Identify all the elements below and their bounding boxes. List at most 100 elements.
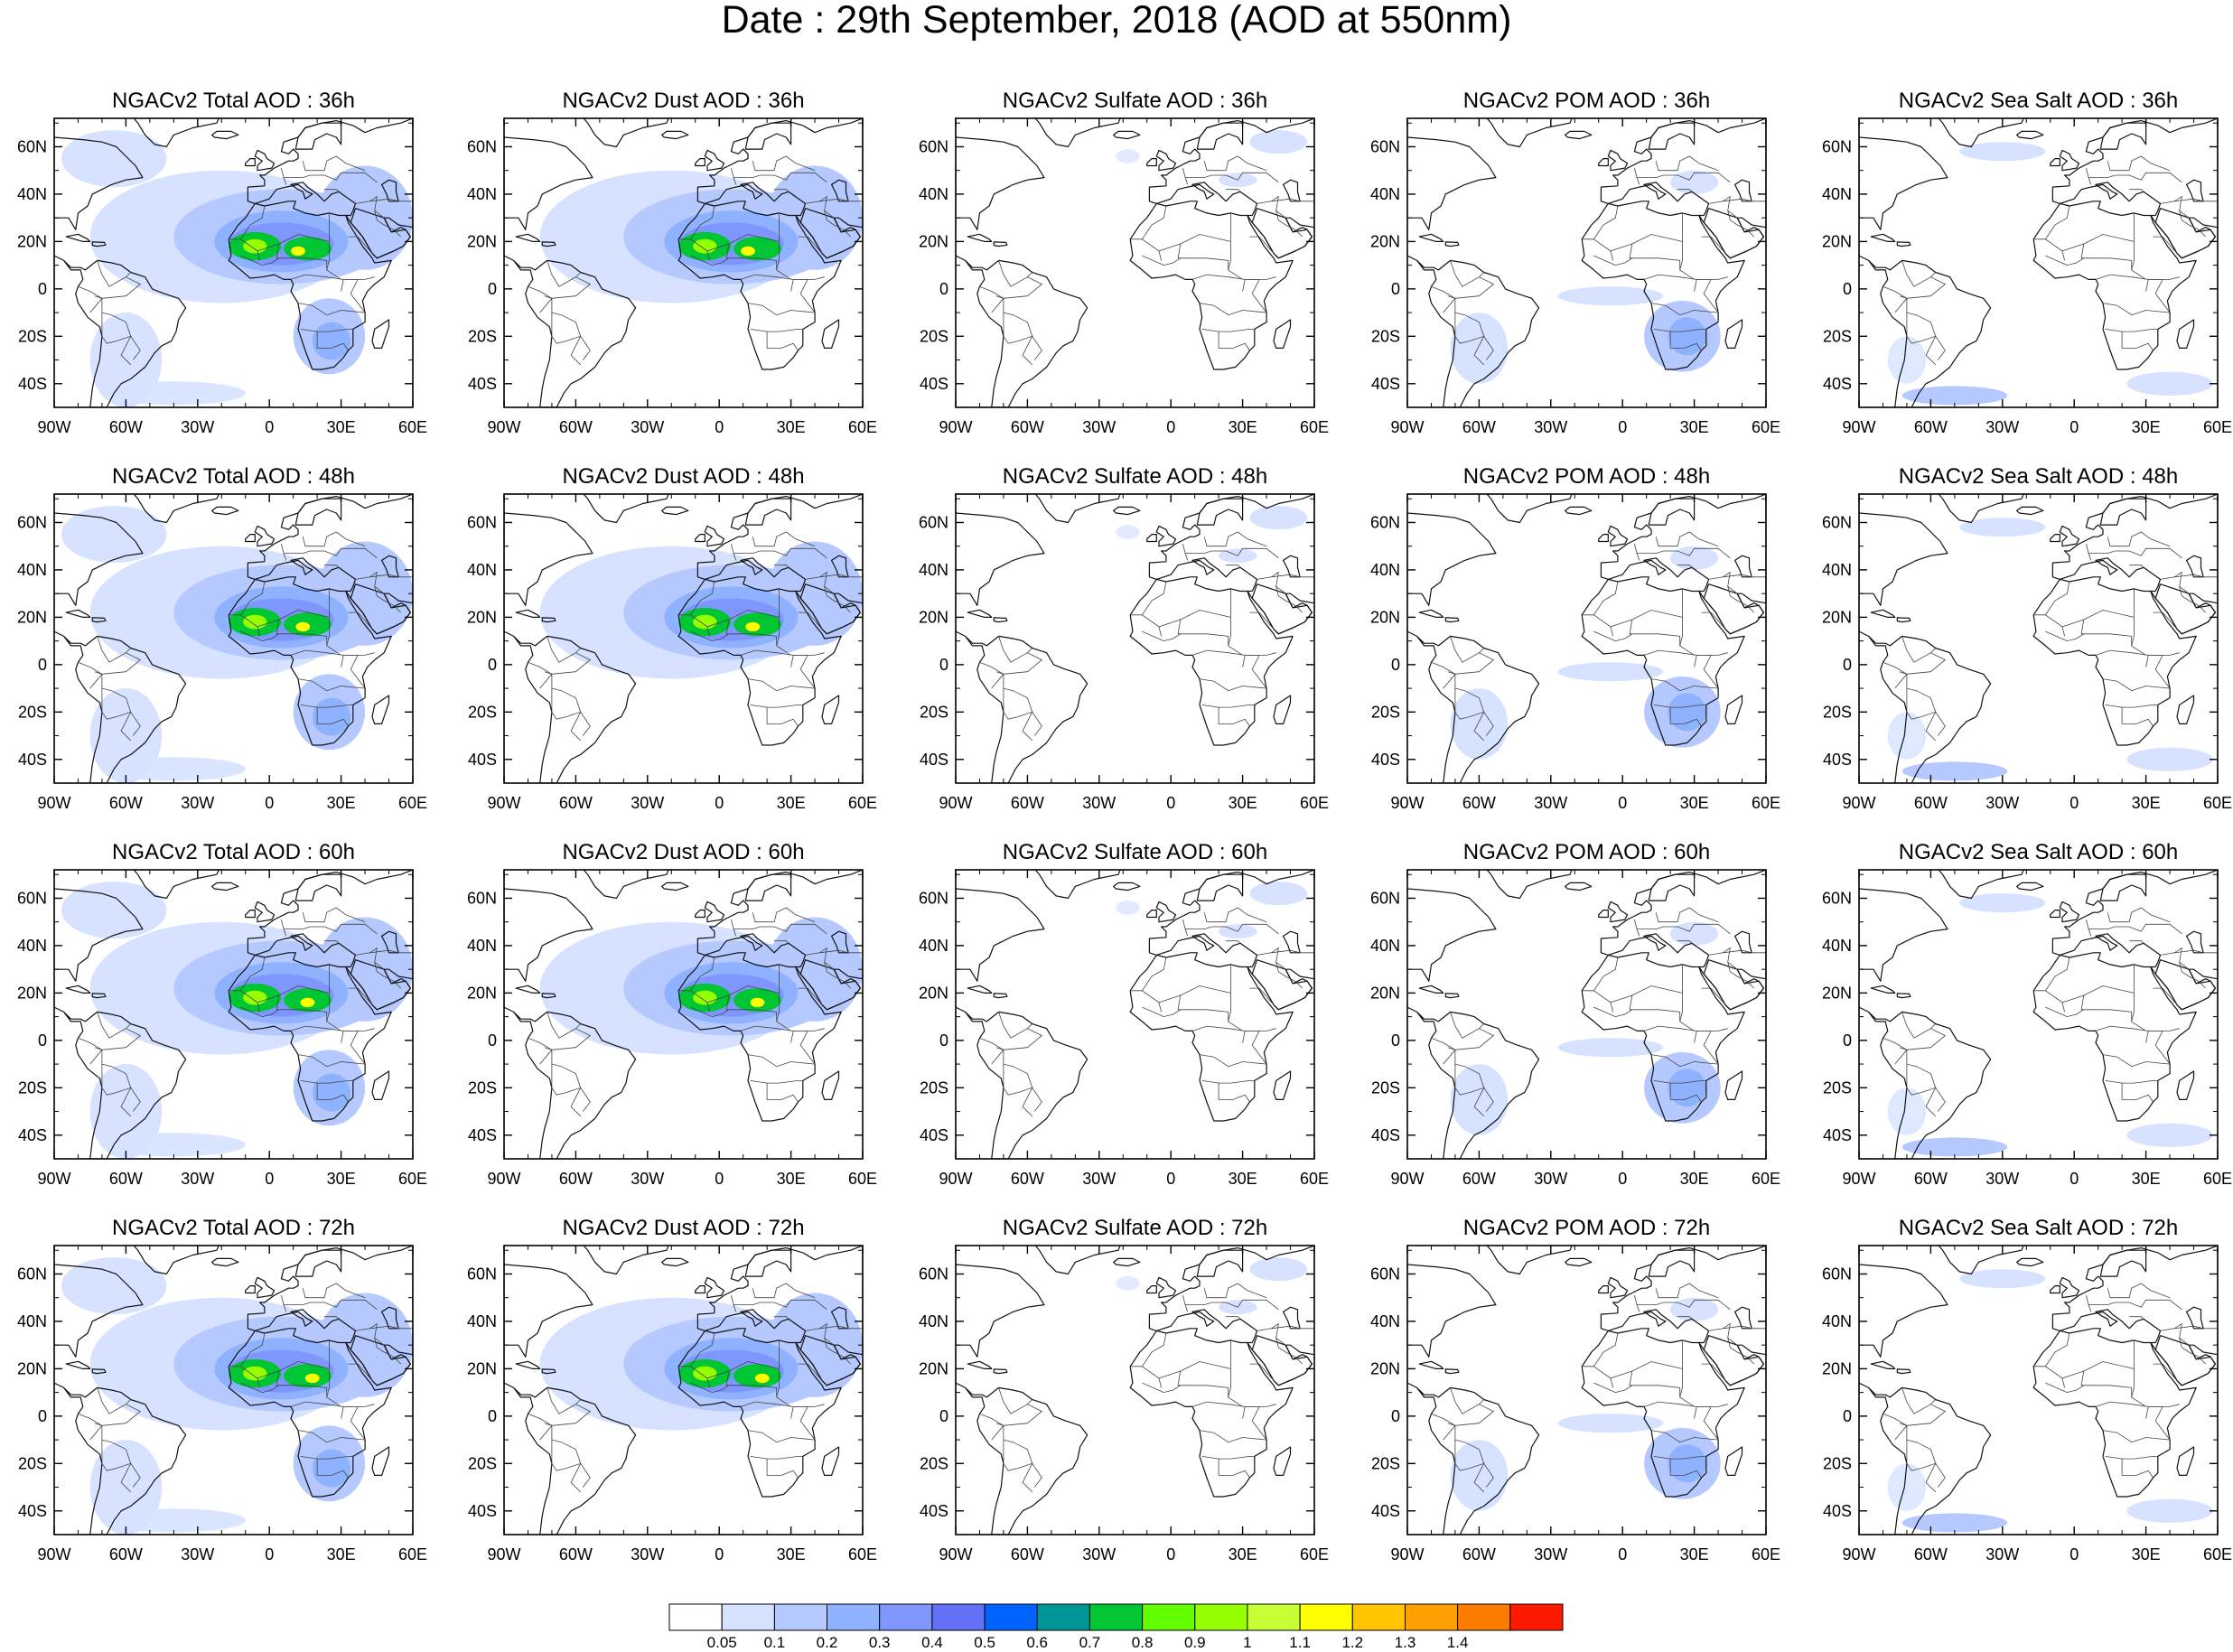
border-line — [1199, 1054, 1267, 1068]
coastline — [2032, 952, 2197, 1122]
border-line — [747, 678, 816, 692]
y-tick-label: 60N — [919, 137, 948, 155]
x-tick-label: 90W — [1390, 794, 1424, 812]
border-line — [2174, 949, 2218, 954]
coastline — [799, 1335, 861, 1386]
y-tick-label: 40N — [467, 1312, 497, 1330]
coastline — [1870, 1360, 1896, 1369]
border-line — [1343, 588, 1391, 603]
coastline — [695, 158, 705, 167]
coastline — [1146, 910, 1157, 919]
x-tick-label: 0 — [1618, 418, 1627, 436]
coastline — [1486, 870, 1573, 900]
border-line — [678, 957, 715, 992]
map-panel: NGACv2 Dust AOD : 72h 90W 60W 30W 0 30E 60E 60N… — [467, 1216, 877, 1563]
coastline — [2059, 149, 2080, 172]
coastline — [133, 870, 220, 900]
coastline — [1896, 1368, 1911, 1375]
y-tick-label: 20N — [467, 608, 497, 626]
coastline — [1703, 959, 1764, 1011]
y-tick-label: 20N — [467, 984, 497, 1002]
y-tick-label: 0 — [939, 1031, 948, 1050]
border-line — [1637, 172, 1731, 183]
border-line — [374, 586, 402, 613]
coastline — [2032, 576, 2197, 746]
x-tick-label: 0 — [265, 418, 274, 436]
map-panel: NGACv2 Sulfate AOD : 36h 90W 60W 30W 0 30E 60E… — [919, 89, 1329, 436]
coastline — [661, 882, 689, 891]
border-line — [97, 260, 131, 287]
coastline — [956, 255, 1088, 407]
coastline — [1938, 1246, 2024, 1275]
coastline — [294, 498, 342, 526]
border-line — [706, 212, 780, 252]
x-tick-label: 30E — [1680, 1170, 1709, 1188]
coastline — [2099, 498, 2147, 526]
border-line — [1694, 279, 1719, 313]
border-line — [1257, 1322, 1286, 1346]
x-tick-label: 0 — [2069, 794, 2079, 812]
x-tick-label: 30W — [1534, 418, 1567, 436]
border-line — [1275, 586, 1303, 613]
border-line — [2033, 957, 2070, 992]
x-tick-label: 60E — [1300, 418, 1329, 436]
border-line — [1271, 1325, 1314, 1330]
border-line — [2105, 705, 2158, 708]
border-line — [2045, 1382, 2085, 1394]
y-tick-label: 20N — [919, 984, 948, 1002]
colorbar-label: 0.7 — [1079, 1634, 1101, 1651]
y-tick-label: 20S — [920, 703, 948, 721]
y-tick-label: 40S — [1371, 375, 1400, 393]
y-tick-label: 40S — [18, 751, 47, 769]
border-line — [2061, 212, 2135, 252]
border-line — [1431, 661, 1456, 689]
border-line — [2153, 236, 2178, 254]
coastline — [2176, 319, 2195, 349]
border-line — [998, 260, 1032, 287]
border-line — [302, 907, 366, 923]
border-line — [1610, 1339, 1683, 1379]
coastline — [245, 158, 256, 167]
border-line — [1201, 1456, 1255, 1460]
y-tick-label: 0 — [38, 280, 47, 298]
border-line — [1650, 1430, 1719, 1443]
border-line — [1701, 1363, 1726, 1381]
border-line — [1653, 1456, 1706, 1460]
coastline — [956, 136, 1045, 230]
coastline — [371, 1446, 390, 1476]
border-line — [240, 1006, 280, 1018]
border-line — [1177, 619, 1229, 646]
y-tick-label: 40N — [17, 937, 47, 955]
border-line — [752, 531, 816, 547]
x-tick-label: 60W — [559, 1170, 593, 1188]
border-line — [2153, 611, 2178, 630]
y-tick-label: 20S — [1823, 703, 1852, 721]
x-tick-label: 30W — [181, 794, 214, 812]
border-line — [690, 630, 730, 642]
y-tick-label: 60N — [467, 513, 497, 531]
border-line — [2102, 303, 2171, 316]
border-line — [798, 1363, 823, 1381]
coastline — [1283, 179, 1301, 202]
border-line — [1883, 1413, 1908, 1441]
border-line — [2145, 279, 2171, 313]
border-line — [547, 1387, 581, 1414]
coastline — [245, 910, 256, 919]
border-line — [1643, 1025, 1728, 1031]
coastline — [1565, 130, 1593, 140]
coastline — [294, 122, 342, 150]
y-tick-label: 40N — [1822, 937, 1852, 955]
map-frame — [503, 869, 864, 1160]
border-line — [1634, 1295, 1640, 1312]
border-line — [1883, 1037, 1908, 1065]
coastline — [541, 241, 556, 247]
border-line — [1201, 1080, 1255, 1084]
border-line — [101, 1064, 132, 1117]
border-line — [1177, 994, 1229, 1022]
x-tick-label: 60E — [2203, 794, 2232, 812]
x-tick-label: 30W — [1985, 418, 2019, 436]
border-line — [1242, 1031, 1267, 1065]
y-tick-label: 20N — [1822, 984, 1852, 1002]
coastline — [2050, 534, 2060, 543]
map-panel: NGACv2 Sulfate AOD : 60h 90W 60W 30W 0 30E 60E… — [919, 840, 1329, 1188]
